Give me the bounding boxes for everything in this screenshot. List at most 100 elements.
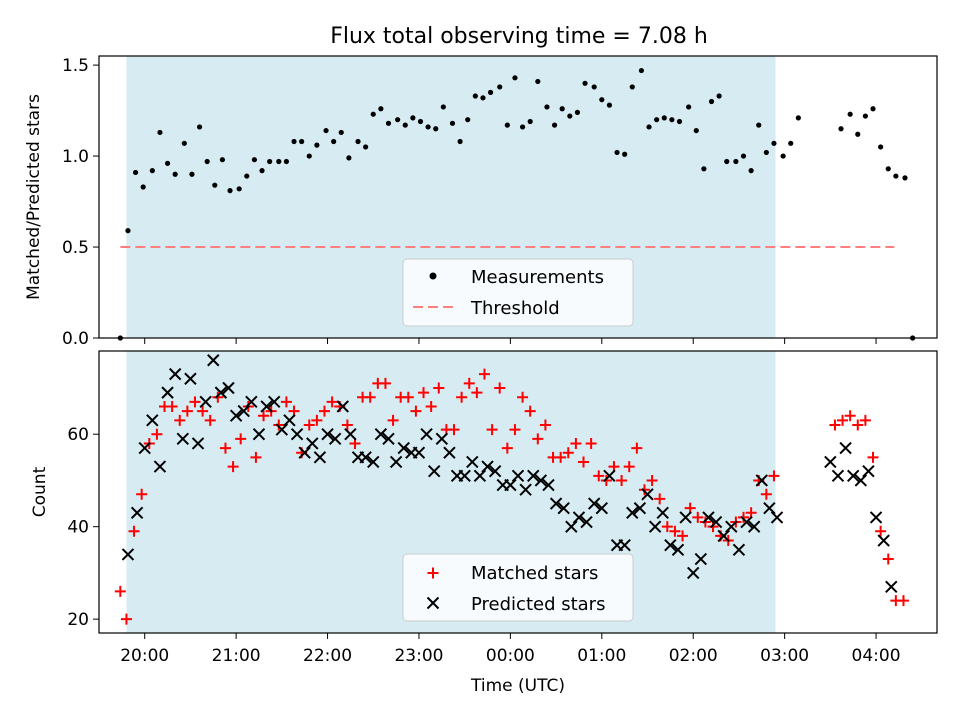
matched-star-point (654, 493, 666, 505)
predicted-star-point (618, 538, 631, 552)
predicted-star-point (603, 469, 616, 483)
predicted-star-point (626, 506, 639, 520)
matched-star-point (882, 553, 894, 565)
count-legend: Matched stars Predicted stars (402, 553, 634, 622)
matched-star-point (128, 525, 140, 537)
predicted-star-point (725, 520, 738, 533)
measurement-point (512, 75, 518, 81)
legend-label-matched: Matched stars (471, 563, 598, 584)
measurements-series (117, 67, 916, 341)
measurement-point (323, 127, 329, 134)
matched-star-point (593, 470, 605, 482)
matched-star-point (669, 525, 681, 537)
measurement-point (893, 173, 899, 179)
measurement-point (480, 95, 486, 101)
predicted-star-point (534, 474, 548, 487)
measurement-point (172, 171, 178, 177)
predicted-star-point (283, 414, 296, 427)
measurement-point (244, 173, 250, 179)
matched-star-point (227, 461, 239, 473)
predicted-star-point (763, 501, 776, 515)
measurement-point (497, 84, 503, 90)
x-tick-label: 03:00 (760, 646, 809, 666)
matched-star-point (737, 511, 749, 523)
matched-star-point (425, 400, 437, 412)
predicted-star-point (161, 386, 174, 399)
matched-star-point (844, 410, 856, 422)
matched-star-point (578, 456, 590, 468)
matched-star-point (486, 424, 498, 436)
measurement-point (862, 113, 868, 119)
x-tick-label: 00:00 (486, 646, 535, 666)
predicted-star-point (747, 520, 761, 533)
measurement-point (574, 109, 581, 115)
matched-star-point (273, 419, 285, 431)
predicted-star-point (740, 515, 753, 529)
x-axis-label: Time (UTC) (470, 676, 565, 696)
predicted-star-point (565, 520, 578, 533)
predicted-star-point (687, 566, 700, 580)
measurement-point (164, 160, 171, 166)
predicted-star-point (466, 455, 479, 469)
predicted-star-point (382, 432, 395, 446)
x-tick-label: 02:00 (669, 646, 718, 666)
predicted-star-point (587, 497, 601, 510)
matched-star-point (638, 484, 650, 496)
measurement-point (259, 168, 265, 174)
matched-star-point (174, 414, 186, 426)
measurement-point (149, 168, 155, 174)
measurement-point (795, 115, 801, 121)
ratio-y-tick-label: 0.5 (62, 238, 89, 258)
ratio-y-tick-label: 0.0 (62, 329, 89, 349)
predicted-star-point (412, 446, 426, 459)
measurement-point (227, 188, 233, 194)
matched-star-point (456, 391, 468, 403)
measurement-point (283, 158, 290, 165)
measurement-point (457, 138, 463, 145)
predicted-star-point (374, 428, 388, 441)
matched-star-point (631, 442, 643, 454)
predicted-star-point (176, 432, 190, 446)
matched-star-point (311, 414, 323, 426)
measurement-point (686, 104, 692, 110)
predicted-star-point (885, 580, 898, 593)
predicted-star-point (869, 511, 883, 524)
measurement-point (847, 111, 853, 117)
measurement-point (140, 184, 146, 190)
measurement-point (629, 84, 635, 90)
matched-star-point (280, 396, 292, 408)
measurement-point (132, 169, 139, 176)
predicted-star-point (831, 469, 845, 483)
matched-star-point (326, 396, 338, 408)
matched-star-point (562, 447, 574, 459)
measurement-point (614, 149, 620, 156)
measurement-point (276, 158, 282, 165)
matched-star-point (204, 414, 216, 426)
matched-star-point (692, 511, 704, 523)
matched-star-point (418, 387, 430, 399)
predicted-star-point (557, 501, 570, 515)
matched-star-point (623, 461, 635, 473)
predicted-star-point (488, 464, 502, 478)
count-y-tick-label: 40 (67, 518, 89, 538)
count-y-axis-ticks: 20 40 60 (67, 425, 99, 630)
predicted-star-point (121, 548, 135, 561)
measurement-point (410, 115, 416, 121)
matched-star-point (303, 419, 315, 431)
measurement-point (638, 67, 645, 74)
predicted-star-point (184, 372, 197, 385)
predicted-stars-series (121, 354, 898, 593)
predicted-star-point (595, 501, 609, 515)
predicted-star-point (245, 395, 258, 409)
predicted-star-point (275, 423, 289, 436)
predicted-star-point (572, 511, 586, 524)
predicted-star-point (443, 446, 456, 459)
matched-star-point (387, 414, 399, 426)
predicted-star-point (511, 469, 525, 483)
matched-star-point (181, 405, 193, 417)
matched-star-point (212, 391, 224, 403)
measurement-point (449, 120, 456, 126)
predicted-star-point (473, 469, 487, 483)
predicted-star-point (641, 488, 654, 501)
measurement-point (701, 166, 707, 172)
